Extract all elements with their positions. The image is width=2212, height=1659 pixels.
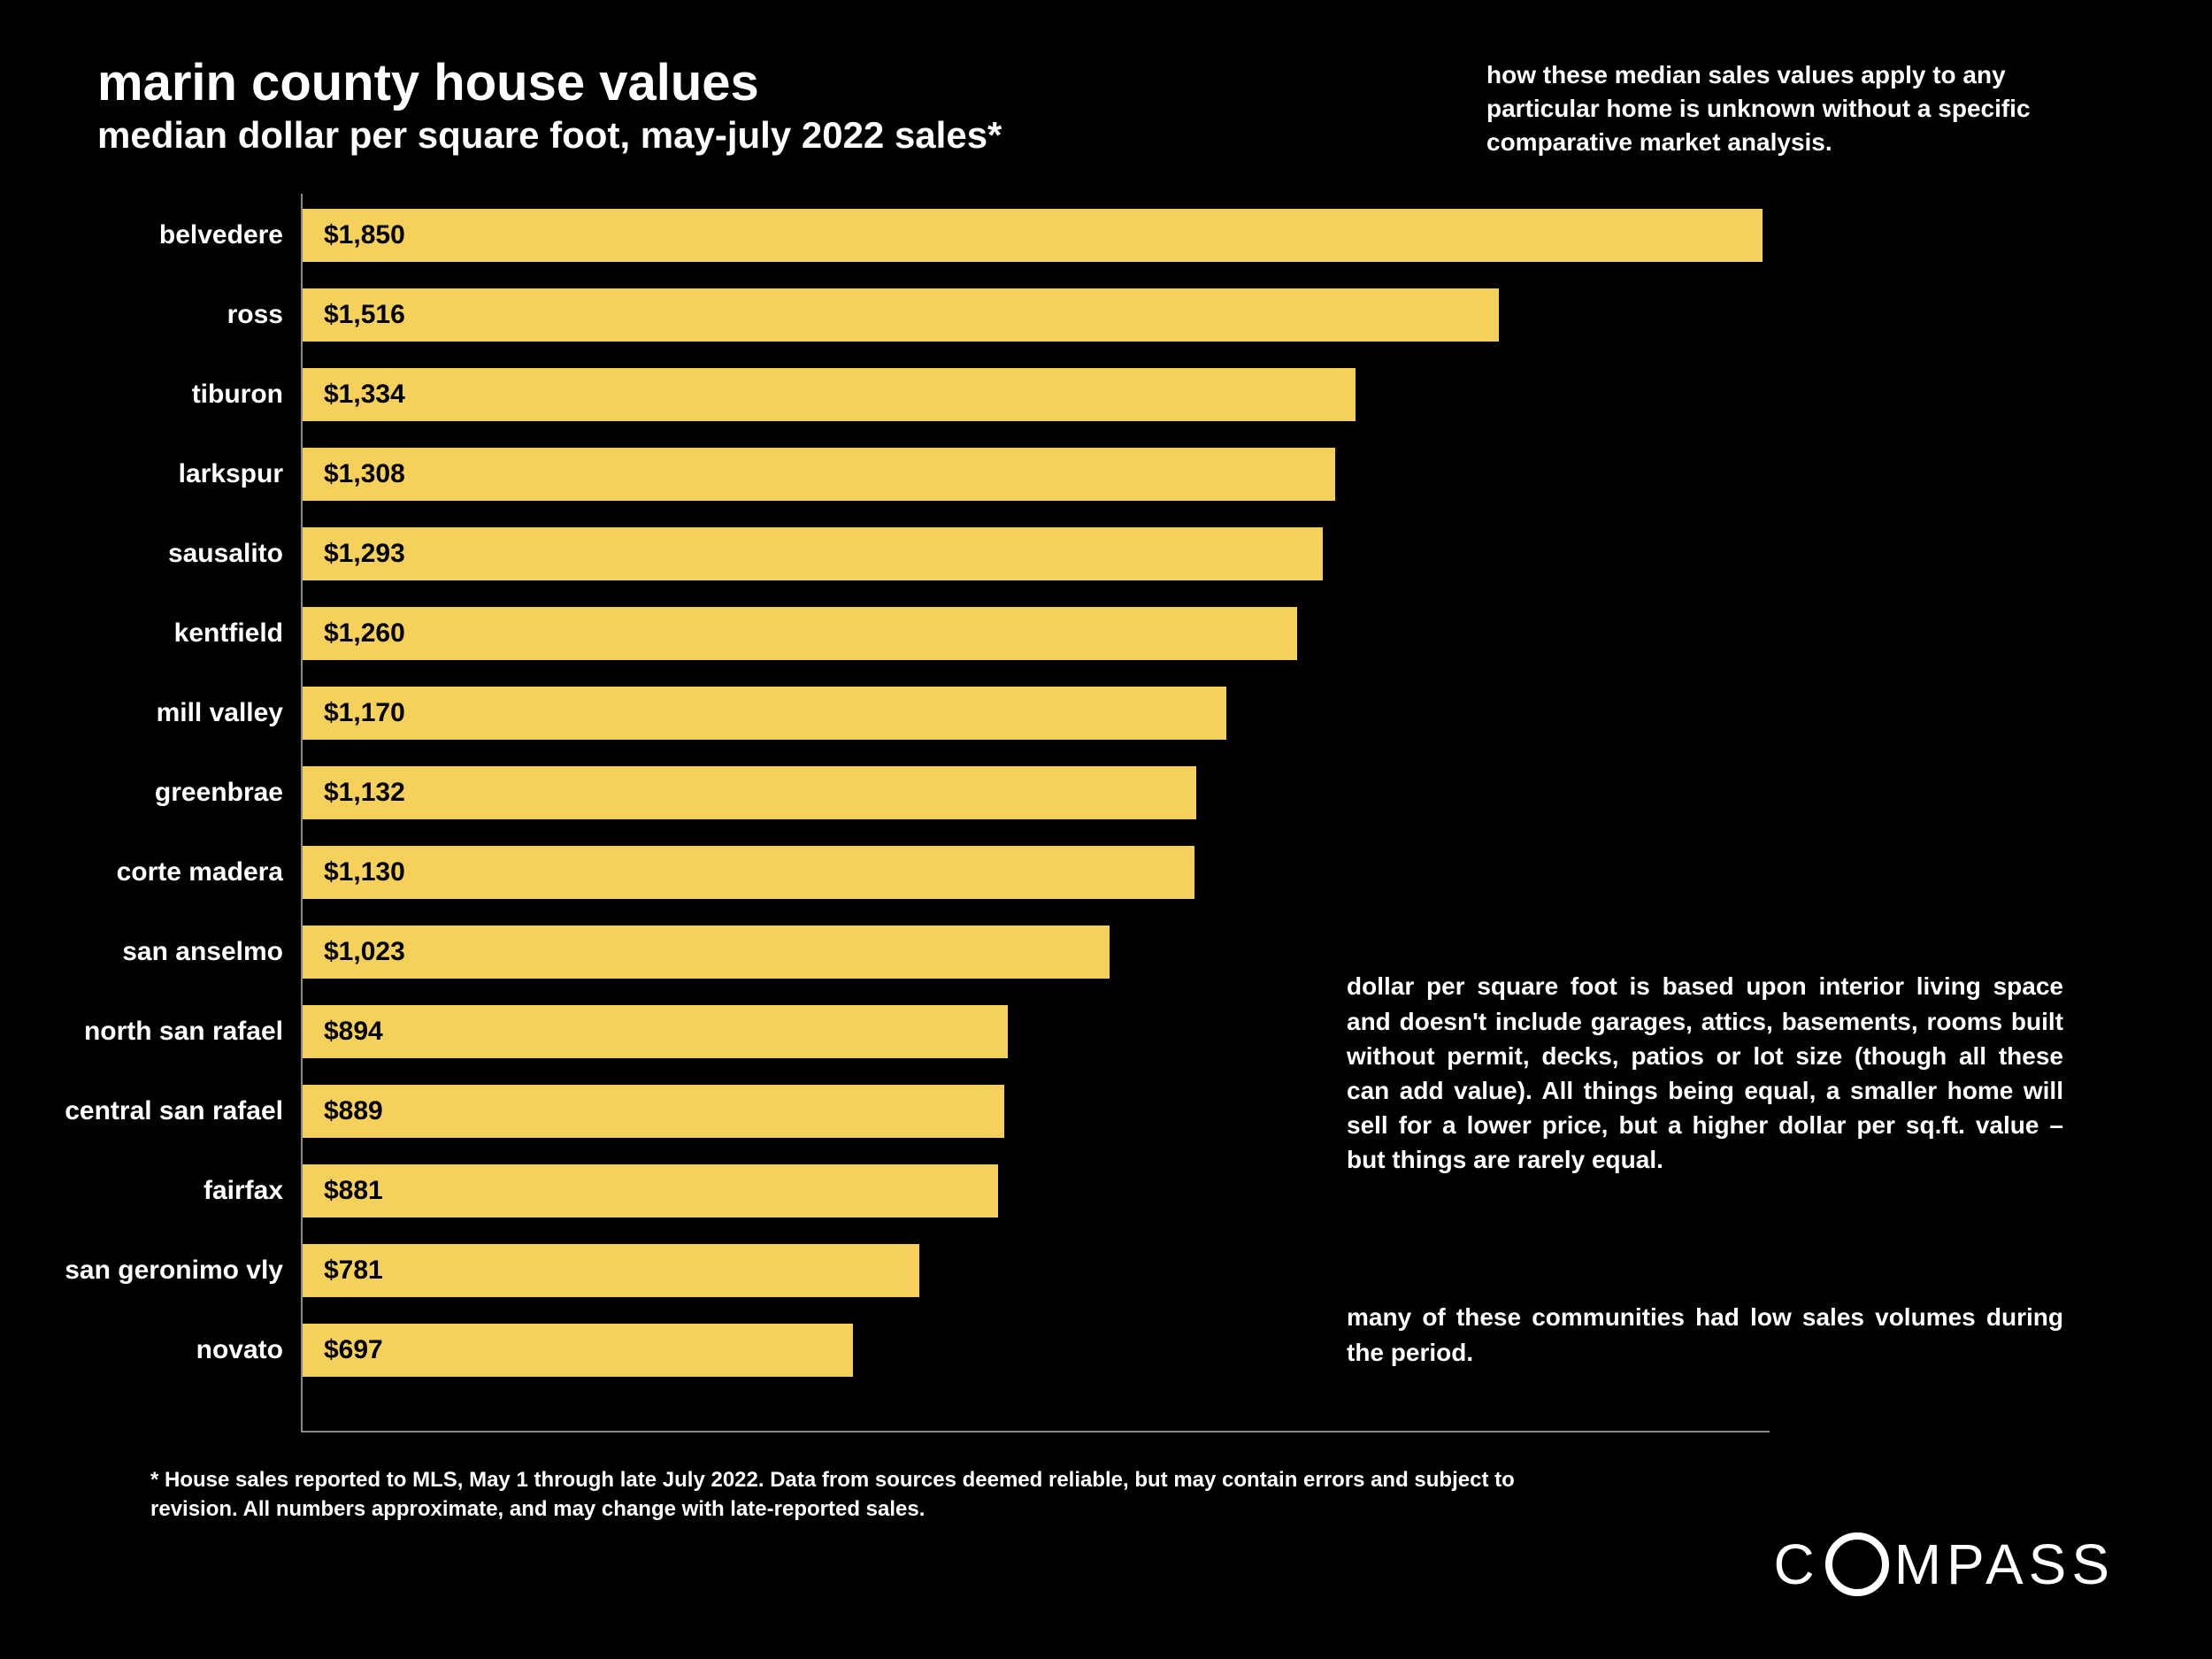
bar-label: kentfield	[174, 618, 283, 649]
bar: $1,334	[303, 368, 1356, 421]
subtitle: median dollar per square foot, may-july …	[97, 114, 1002, 157]
x-axis-line	[301, 1431, 1770, 1432]
bar-label: sausalito	[168, 539, 283, 569]
bar-value: $1,260	[324, 618, 405, 649]
bar-label: tiburon	[192, 380, 283, 410]
bar-value: $1,334	[324, 380, 405, 410]
bar-value: $1,170	[324, 698, 405, 728]
bar-value: $889	[324, 1096, 383, 1126]
bars-container: belvedere$1,850 ross$1,516 tiburon$1,334 la…	[303, 194, 2124, 1381]
bar-label: ross	[227, 300, 283, 330]
bar-value: $697	[324, 1335, 383, 1365]
bar-value: $781	[324, 1256, 383, 1286]
bar-label: san geronimo vly	[65, 1256, 283, 1286]
bar-row: ross$1,516	[303, 284, 2124, 346]
main-title: marin county house values	[97, 53, 1002, 112]
header-note: how these median sales values apply to a…	[1486, 58, 2124, 158]
bar: $1,516	[303, 288, 1499, 342]
footnote: * House sales reported to MLS, May 1 thr…	[150, 1466, 1531, 1524]
title-block: marin county house values median dollar …	[97, 53, 1002, 157]
bar: $1,130	[303, 846, 1194, 899]
bar-value: $1,023	[324, 937, 405, 967]
logo-text: MPASS	[1894, 1532, 2115, 1597]
bar-row: larkspur$1,308	[303, 443, 2124, 505]
bar-row: san geronimo vly$781	[303, 1240, 2124, 1302]
bar-row: mill valley$1,170	[303, 682, 2124, 744]
bar-value: $894	[324, 1017, 383, 1047]
bar-value: $1,308	[324, 459, 405, 489]
bar-row: sausalito$1,293	[303, 523, 2124, 585]
bar-label: greenbrae	[155, 778, 283, 808]
bar-chart: belvedere$1,850 ross$1,516 tiburon$1,334 la…	[301, 194, 2124, 1432]
side-note-sqft: dollar per square foot is based upon int…	[1347, 969, 2063, 1177]
bar-row: greenbrae$1,132	[303, 762, 2124, 824]
bar: $894	[303, 1005, 1008, 1058]
bar-label: novato	[196, 1335, 283, 1365]
bar-value: $1,516	[324, 300, 405, 330]
bar-value: $881	[324, 1176, 383, 1206]
bar: $697	[303, 1324, 853, 1377]
bar-label: fairfax	[204, 1176, 283, 1206]
bar-row: belvedere$1,850	[303, 204, 2124, 266]
bar-label: san anselmo	[122, 937, 283, 967]
bar: $1,260	[303, 607, 1297, 660]
bar: $1,308	[303, 448, 1335, 501]
compass-logo: C MPASS	[1773, 1532, 2115, 1597]
bar: $889	[303, 1085, 1004, 1138]
bar: $1,850	[303, 209, 1763, 262]
bar: $1,293	[303, 527, 1323, 580]
bar-label: mill valley	[157, 698, 283, 728]
bar: $781	[303, 1244, 919, 1297]
bar-value: $1,850	[324, 220, 405, 250]
bar: $1,132	[303, 766, 1196, 819]
bar-label: north san rafael	[84, 1017, 283, 1047]
side-note-volumes: many of these communities had low sales …	[1347, 1300, 2063, 1369]
infographic-container: marin county house values median dollar …	[0, 0, 2212, 1659]
bar-label: central san rafael	[65, 1096, 283, 1126]
bar-value: $1,293	[324, 539, 405, 569]
logo-circle-icon	[1825, 1532, 1889, 1596]
bar-label: belvedere	[159, 220, 283, 250]
bar-row: corte madera$1,130	[303, 841, 2124, 903]
bar-row: kentfield$1,260	[303, 603, 2124, 664]
bar: $1,170	[303, 687, 1226, 740]
bar: $1,023	[303, 926, 1110, 979]
bar-value: $1,132	[324, 778, 405, 808]
bar-label: corte madera	[117, 857, 283, 887]
bar-value: $1,130	[324, 857, 405, 887]
header: marin county house values median dollar …	[97, 53, 2124, 158]
bar: $881	[303, 1164, 998, 1217]
logo-prefix: C	[1773, 1532, 1819, 1597]
bar-row: tiburon$1,334	[303, 364, 2124, 426]
bar-label: larkspur	[179, 459, 283, 489]
